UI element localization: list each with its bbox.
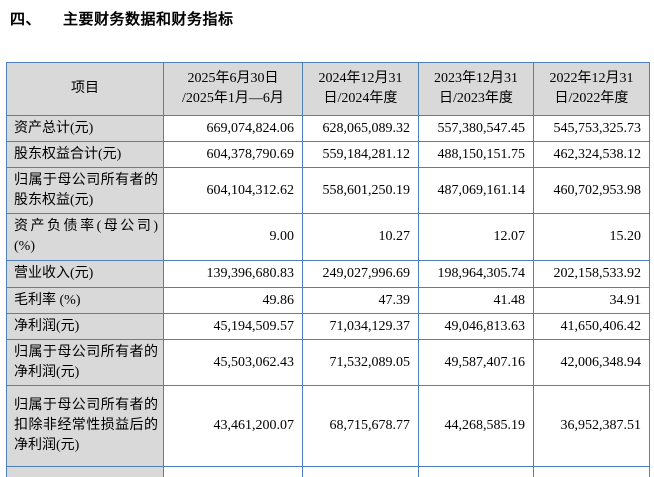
row-label: 资产总计(元) [6,115,164,142]
row-value: 249,027,996.69 [302,260,419,288]
row-value: 71,532,089.05 [302,339,419,386]
section-number: 四、 [10,11,42,28]
row-value: 557,380,547.45 [418,115,534,142]
header-line-2: 日/2024年度 [323,91,398,106]
row-value: 488,150,151.75 [418,141,534,168]
row-label: 净利润(元) [6,313,164,340]
financial-indicators-table: 项目 2025年6月30日 /2025年1月—6月 2024年12月31 日/2… [6,62,650,477]
row-value: 15.20 [533,213,650,261]
table-row: 资产负债率(母公司) (%) 9.00 10.27 12.07 15.20 [6,213,650,261]
row-value [418,466,534,477]
header-line-2: 日/2023年度 [439,91,513,106]
header-line-1: 2023年12月31 [434,71,518,86]
row-label: 归属于母公司所有者的股东权益(元) [6,167,164,214]
row-value: 139,396,680.83 [163,260,303,288]
header-line-1: 2022年12月31 [549,71,634,86]
row-value: 12.07 [418,213,534,261]
row-value: 558,601,250.19 [302,167,419,214]
table-row: 资产总计(元) 669,074,824.06 628,065,089.32 557,3… [6,115,650,142]
row-value: 604,104,312.62 [163,167,303,214]
table-header-row: 项目 2025年6月30日 /2025年1月—6月 2024年12月31 日/2… [6,62,650,116]
table-row: 归属于母公司所有者的扣除非经常性损益后的净利润(元) 43,461,200.07 6… [6,385,650,467]
table-row: 归属于母公司所有者的股东权益(元) 604,104,312.62 558,601,2… [6,167,650,214]
column-header-period-2024: 2024年12月31 日/2024年度 [302,62,419,116]
row-value: 49.86 [163,287,303,314]
row-value: 71,034,129.37 [302,313,419,340]
column-header-period-2022: 2022年12月31 日/2022年度 [533,62,650,116]
row-label: 归属于母公司所有者的扣除非经常性损益后的净利润(元) [6,385,164,467]
row-label: 毛利率 (%) [6,287,164,314]
row-label: 股东权益合计(元) [6,141,164,168]
row-value: 42,006,348.94 [533,339,650,386]
row-value: 36,952,387.51 [533,385,650,467]
table-row: 净利润(元) 45,194,509.57 71,034,129.37 49,046,8… [6,313,650,340]
row-value: 45,194,509.57 [163,313,303,340]
column-header-period-2025: 2025年6月30日 /2025年1月—6月 [163,62,303,116]
header-line-2: 日/2022年度 [554,91,629,106]
table-row: 毛利率 (%) 49.86 47.39 41.48 34.91 [6,287,650,314]
row-value [533,466,650,477]
header-line-1: 2024年12月31 [318,71,403,86]
row-value: 202,158,533.92 [533,260,650,288]
table-row: 股东权益合计(元) 604,378,790.69 559,184,281.12 488… [6,141,650,168]
row-value: 9.00 [163,213,303,261]
row-label: 归属于母公司所有者的净利润(元) [6,339,164,386]
row-value: 462,324,538.12 [533,141,650,168]
row-value: 545,753,325.73 [533,115,650,142]
table-row: 营业收入(元) 139,396,680.83 249,027,996.69 198,9… [6,260,650,288]
row-value [163,466,303,477]
row-value: 559,184,281.12 [302,141,419,168]
row-value: 47.39 [302,287,419,314]
row-value: 10.27 [302,213,419,261]
row-value: 41.48 [418,287,534,314]
row-value: 49,587,407.16 [418,339,534,386]
section-title: 主要财务数据和财务指标 [63,11,234,28]
table-row [6,466,650,477]
row-label [6,466,164,477]
row-value: 487,069,161.14 [418,167,534,214]
row-value: 68,715,678.77 [302,385,419,467]
row-value: 41,650,406.42 [533,313,650,340]
table-row: 归属于母公司所有者的净利润(元) 45,503,062.43 71,532,089.… [6,339,650,386]
row-value [302,466,419,477]
header-line-2: /2025年1月—6月 [182,91,284,106]
row-value: 604,378,790.69 [163,141,303,168]
row-value: 45,503,062.43 [163,339,303,386]
row-value: 460,702,953.98 [533,167,650,214]
row-value: 49,046,813.63 [418,313,534,340]
section-heading: 四、 主要财务数据和财务指标 [10,8,234,29]
row-label: 资产负债率(母公司) (%) [6,213,164,261]
row-value: 198,964,305.74 [418,260,534,288]
column-header-period-2023: 2023年12月31 日/2023年度 [418,62,534,116]
row-value: 628,065,089.32 [302,115,419,142]
row-value: 44,268,585.19 [418,385,534,467]
row-label: 营业收入(元) [6,260,164,288]
row-value: 43,461,200.07 [163,385,303,467]
row-value: 34.91 [533,287,650,314]
column-header-item: 项目 [6,62,164,116]
row-value: 669,074,824.06 [163,115,303,142]
header-line-1: 2025年6月30日 [187,71,279,86]
